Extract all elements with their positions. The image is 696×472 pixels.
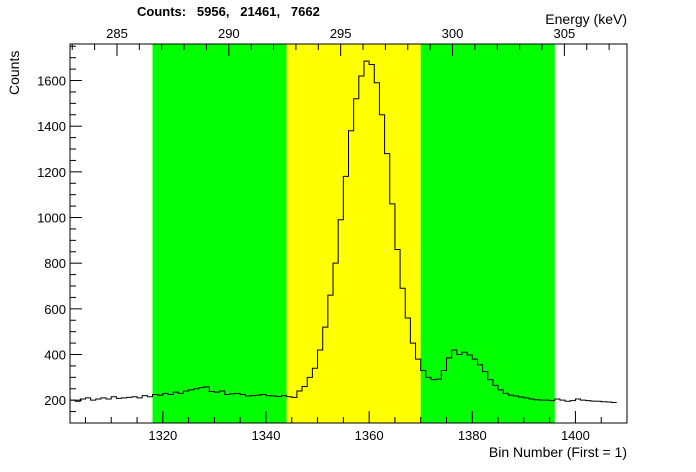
x-tick-label: 1320 xyxy=(148,428,177,443)
y-tick-label: 1000 xyxy=(37,211,66,226)
region-background-right xyxy=(420,44,555,423)
energy-tick-label: 285 xyxy=(106,26,128,41)
energy-axis-label: Energy (keV) xyxy=(545,11,627,27)
region-background-left xyxy=(152,44,287,423)
x-tick-label: 1380 xyxy=(458,428,487,443)
x-tick-label: 1340 xyxy=(252,428,281,443)
y-tick-label: 600 xyxy=(44,302,66,317)
y-tick-label: 1400 xyxy=(37,119,66,134)
x-tick-label: 1400 xyxy=(561,428,590,443)
y-tick-label: 200 xyxy=(44,393,66,408)
energy-tick-label: 300 xyxy=(442,26,464,41)
energy-axis: 285 290 295 300 305 xyxy=(71,26,610,56)
plot-frame xyxy=(69,43,628,424)
y-axis: 200 400 600 800 1000 1200 1400 1600 xyxy=(37,45,82,424)
x-axis-label: Bin Number (First = 1) xyxy=(489,444,627,460)
energy-tick-label: 305 xyxy=(554,26,576,41)
y-tick-label: 400 xyxy=(44,348,66,363)
y-tick-label: 800 xyxy=(44,256,66,271)
region-bands xyxy=(152,44,555,423)
x-tick-label: 1360 xyxy=(355,428,384,443)
energy-tick-label: 290 xyxy=(218,26,240,41)
y-axis-label: Counts xyxy=(6,51,22,95)
y-tick-label: 1600 xyxy=(37,74,66,89)
counts-title: Counts: 5956, 21461, 7662 xyxy=(137,4,320,19)
y-tick-label: 1200 xyxy=(37,165,66,180)
energy-tick-label: 295 xyxy=(330,26,352,41)
x-axis: 1320 1340 1360 1380 1400 xyxy=(84,411,628,443)
histogram-line xyxy=(70,60,617,403)
